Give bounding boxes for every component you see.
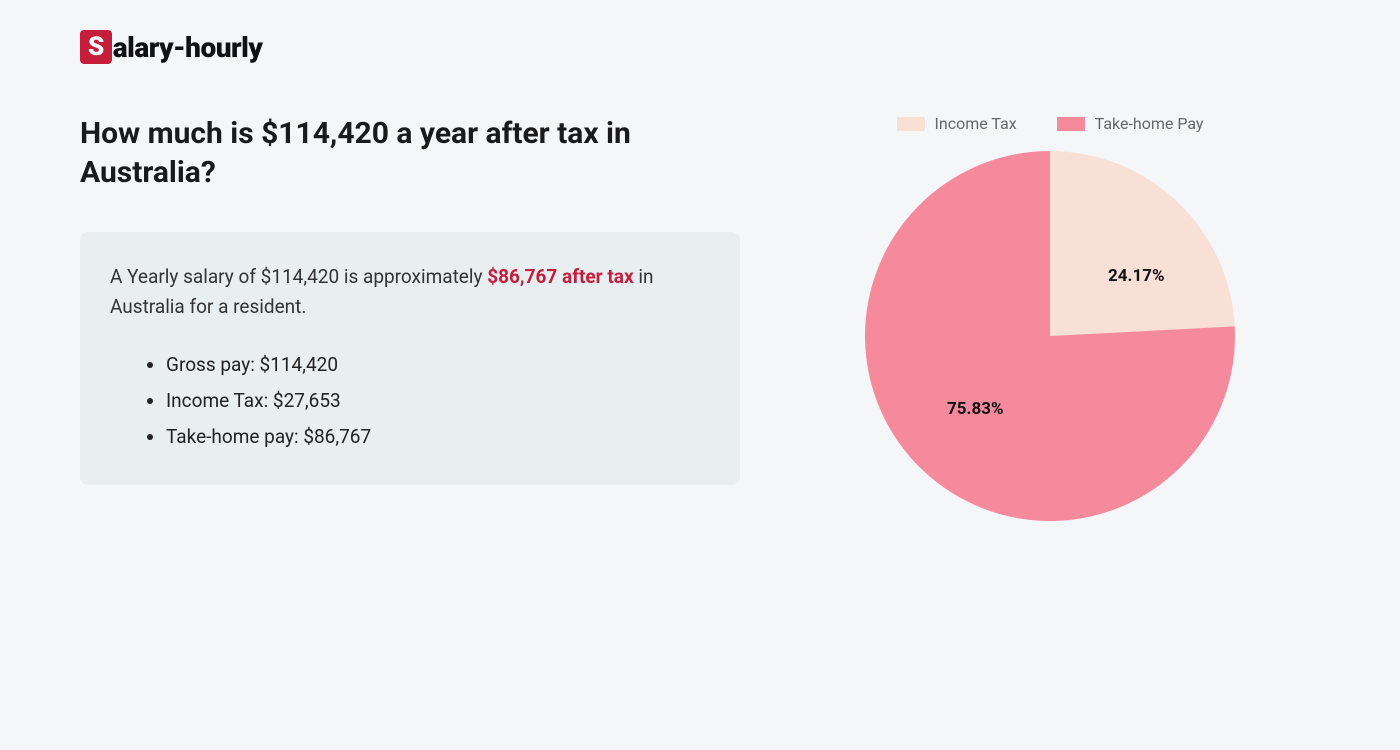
pie-svg xyxy=(865,151,1235,521)
summary-box: A Yearly salary of $114,420 is approxima… xyxy=(80,232,740,485)
summary-bullets: Gross pay: $114,420 Income Tax: $27,653 … xyxy=(110,347,710,455)
bullet-gross: Gross pay: $114,420 xyxy=(166,347,710,383)
legend-swatch-tax xyxy=(897,117,925,131)
summary-text: A Yearly salary of $114,420 is approxima… xyxy=(110,262,710,323)
page-title: How much is $114,420 a year after tax in… xyxy=(80,114,740,192)
summary-prefix: A Yearly salary of $114,420 is approxima… xyxy=(110,265,487,288)
site-logo: Salary-hourly xyxy=(80,30,1320,64)
chart-column: Income Tax Take-home Pay 24.17% 75.83% xyxy=(840,114,1260,521)
legend-item-tax: Income Tax xyxy=(897,114,1017,133)
pie-label-tax: 24.17% xyxy=(1108,266,1165,286)
bullet-tax: Income Tax: $27,653 xyxy=(166,383,710,419)
logo-text: alary-hourly xyxy=(113,31,263,64)
bullet-takehome: Take-home pay: $86,767 xyxy=(166,419,710,455)
legend-label-tax: Income Tax xyxy=(935,114,1017,133)
pie-legend: Income Tax Take-home Pay xyxy=(840,114,1260,133)
pie-chart: 24.17% 75.83% xyxy=(865,151,1235,521)
legend-swatch-takehome xyxy=(1057,117,1085,131)
legend-label-takehome: Take-home Pay xyxy=(1095,114,1204,133)
main-content: How much is $114,420 a year after tax in… xyxy=(80,114,1320,521)
logo-letter: S xyxy=(80,30,112,64)
summary-highlight: $86,767 after tax xyxy=(487,265,633,288)
legend-item-takehome: Take-home Pay xyxy=(1057,114,1204,133)
left-column: How much is $114,420 a year after tax in… xyxy=(80,114,740,485)
pie-label-takehome: 75.83% xyxy=(947,399,1004,419)
